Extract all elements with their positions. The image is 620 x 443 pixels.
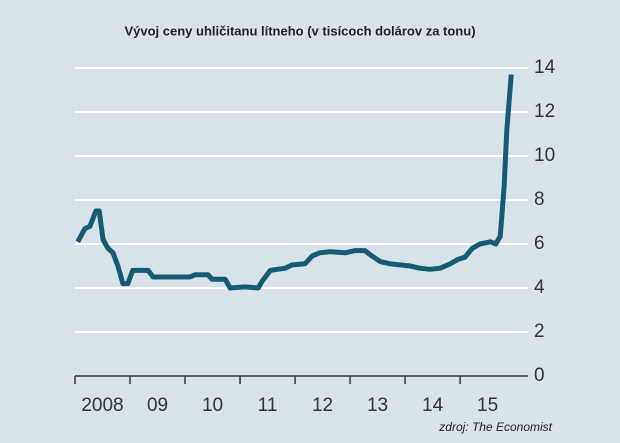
y-tick-label: 8 [534,189,545,210]
y-tick-label: 0 [534,365,545,386]
x-tick-label: 11 [258,395,278,416]
y-tick-label: 2 [534,321,545,342]
x-tick-label: 10 [202,395,223,416]
x-tick-label: 12 [312,395,333,416]
y-tick-label: 10 [534,145,555,166]
y-tick-label: 12 [534,101,555,122]
x-tick-label: 09 [147,395,168,416]
data-line [75,74,514,291]
chart-title: Vývoj ceny uhličitanu lítneho (v tisícoc… [124,23,475,38]
x-tick-label: 15 [477,395,498,416]
y-tick-label: 4 [534,277,545,298]
x-tick-label: 2008 [81,395,123,416]
x-tick-label: 14 [422,395,444,416]
source: zdroj: The Economist [438,420,552,434]
y-tick-label: 6 [534,233,545,254]
x-tick-label: 13 [367,395,388,416]
y-tick-label: 14 [534,57,556,78]
